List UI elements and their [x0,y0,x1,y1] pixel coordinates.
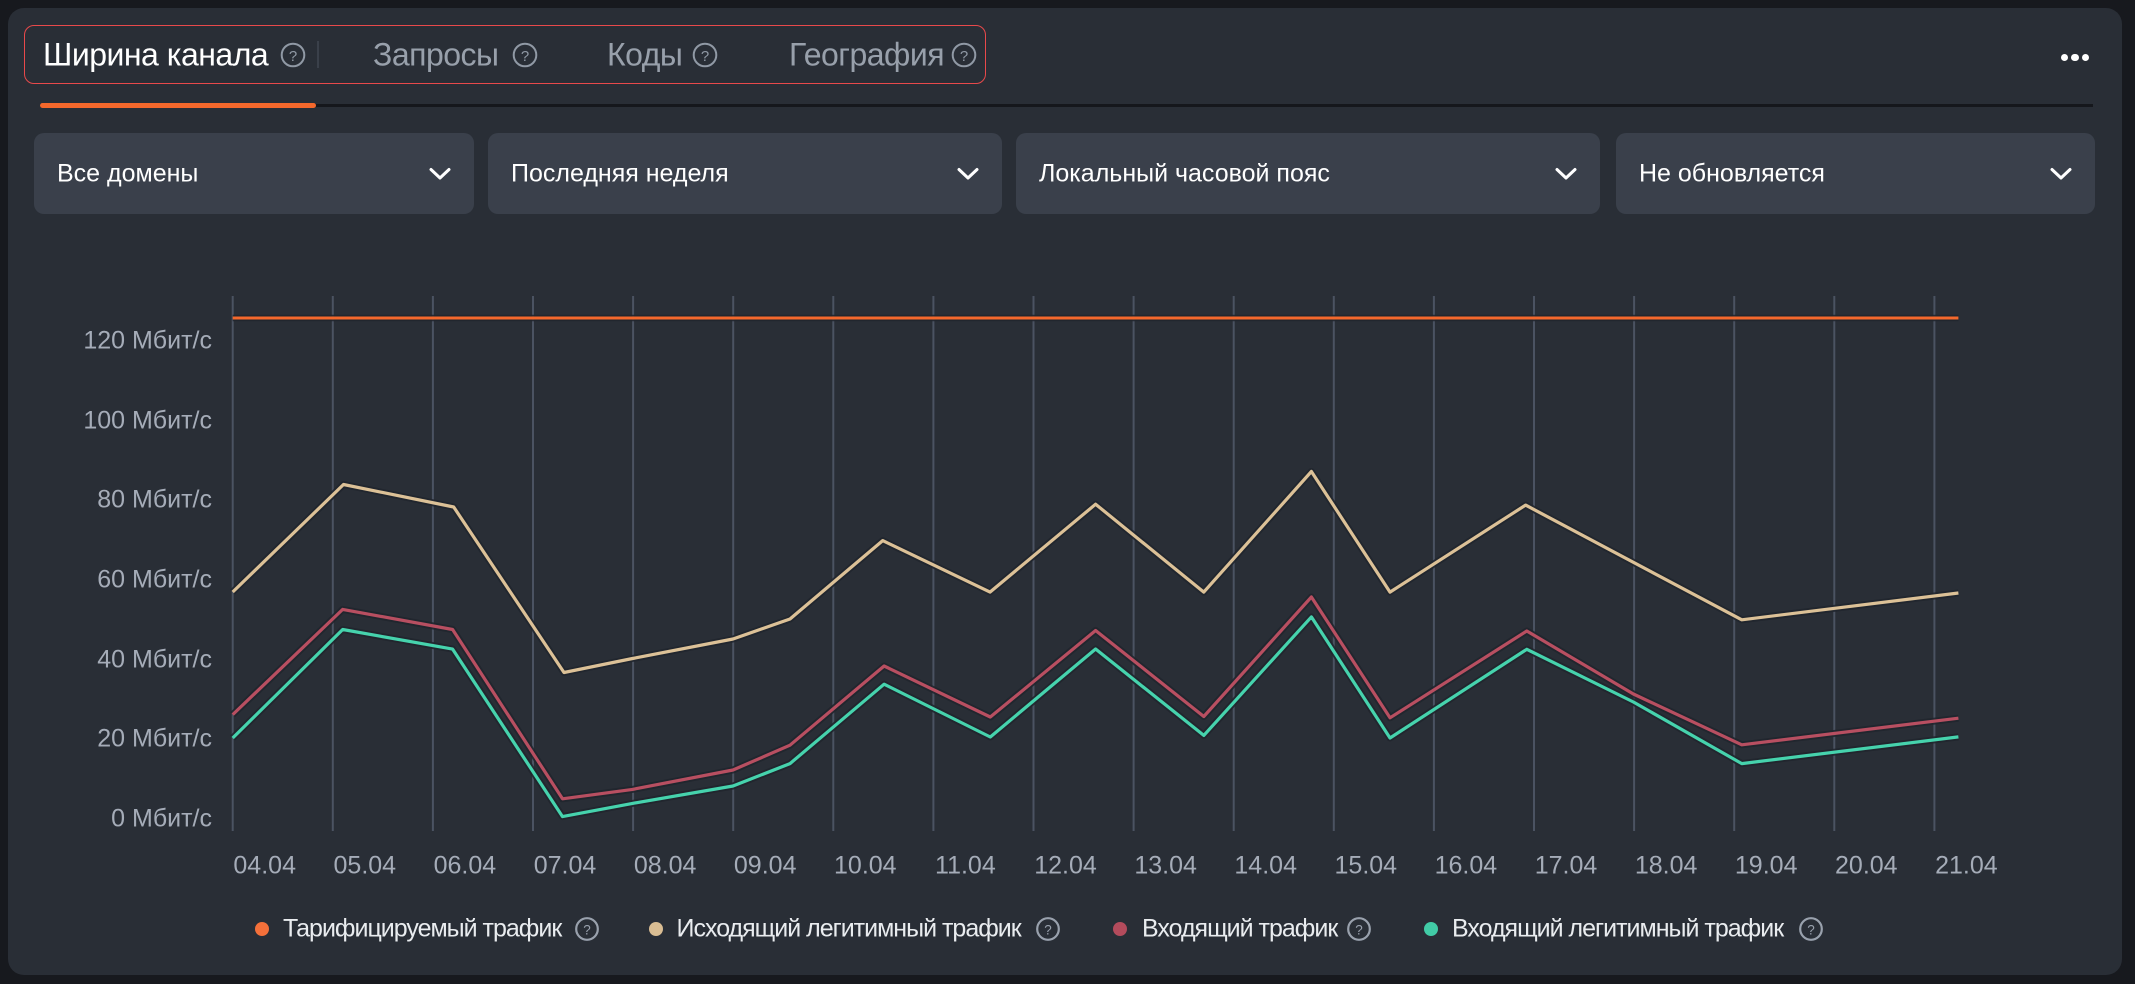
svg-text:?: ? [1044,923,1052,938]
svg-text:?: ? [960,48,968,65]
svg-text:?: ? [521,48,529,65]
svg-text:?: ? [583,923,591,938]
svg-text:?: ? [1807,923,1815,938]
svg-text:?: ? [701,48,709,65]
svg-text:?: ? [1355,923,1363,938]
svg-text:?: ? [289,48,297,65]
